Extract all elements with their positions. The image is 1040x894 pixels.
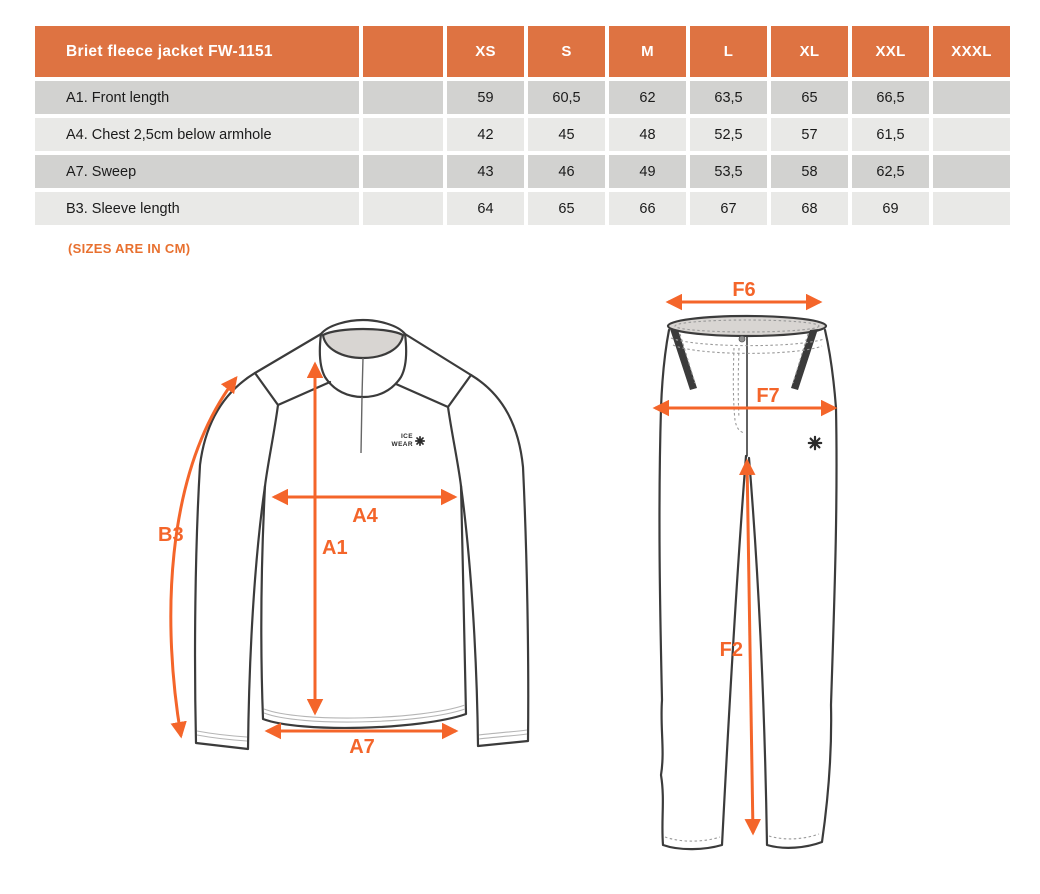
waist-button: [738, 335, 746, 343]
label-f6: F6: [732, 280, 755, 301]
left-raglan-seam: [253, 332, 332, 488]
value-cell: 65: [771, 81, 848, 114]
pants-stitching: [664, 319, 825, 842]
value-cell: 46: [528, 155, 605, 188]
label-a7: A7: [349, 736, 375, 758]
label-f2: F2: [720, 639, 743, 661]
row-label: B3. Sleeve length: [35, 192, 359, 225]
pocket-openings: [670, 329, 818, 390]
value-cell: 48: [609, 118, 686, 151]
flower-icon: [807, 435, 823, 451]
value-cell: 42: [447, 118, 524, 151]
pants-measurement-diagram: F6 F7 F2: [652, 280, 838, 851]
spacer-header-cell: [363, 26, 443, 77]
value-cell: 68: [771, 192, 848, 225]
row-label: A1. Front length: [35, 81, 359, 114]
spacer-cell: [363, 192, 443, 225]
right-raglan-seam: [394, 332, 473, 488]
value-cell: [933, 81, 1010, 114]
spacer-cell: [363, 118, 443, 151]
size-header-l: L: [690, 26, 767, 77]
value-cell: 59: [447, 81, 524, 114]
value-cell: [933, 192, 1010, 225]
size-chart-table: Briet fleece jacket FW-1151 XS S M L XL …: [31, 22, 1014, 229]
value-cell: 65: [528, 192, 605, 225]
row-label: A7. Sweep: [35, 155, 359, 188]
size-header-m: M: [609, 26, 686, 77]
value-cell: 52,5: [690, 118, 767, 151]
size-chart-header-row: Briet fleece jacket FW-1151 XS S M L XL …: [35, 26, 1010, 77]
row-label: A4. Chest 2,5cm below armhole: [35, 118, 359, 151]
value-cell: 60,5: [528, 81, 605, 114]
value-cell: 67: [690, 192, 767, 225]
pants-measurement-arrows: [652, 293, 838, 836]
jacket-measurement-arrows: [169, 361, 459, 740]
collar-outline: [318, 318, 408, 399]
table-row-sweep: A7. Sweep 43 46 49 53,5 58 62,5: [35, 155, 1010, 188]
units-note: (SIZES ARE IN CM): [68, 241, 191, 256]
logo-text-line1: ICE: [401, 433, 413, 440]
right-leg: [747, 328, 838, 849]
size-header-xl: XL: [771, 26, 848, 77]
label-f7: F7: [756, 385, 779, 407]
table-row-chest: A4. Chest 2,5cm below armhole 42 45 48 5…: [35, 118, 1010, 151]
waistband-top: [666, 314, 828, 338]
size-header-xs: XS: [447, 26, 524, 77]
label-a1: A1: [322, 537, 348, 559]
spacer-cell: [363, 81, 443, 114]
right-sleeve: [459, 373, 530, 748]
size-header-xxl: XXL: [852, 26, 929, 77]
icewear-logo: ICE WEAR: [392, 433, 426, 448]
product-title: Briet fleece jacket FW-1151: [35, 26, 359, 77]
value-cell: 62: [609, 81, 686, 114]
logo-text-line2: WEAR: [392, 441, 413, 448]
value-cell: 58: [771, 155, 848, 188]
table-row-front-length: A1. Front length 59 60,5 62 63,5 65 66,5: [35, 81, 1010, 114]
value-cell: 57: [771, 118, 848, 151]
table-row-sleeve-length: B3. Sleeve length 64 65 66 67 68 69: [35, 192, 1010, 225]
label-a4: A4: [352, 505, 378, 527]
collar-inner-fill: [321, 327, 405, 360]
value-cell: 69: [852, 192, 929, 225]
value-cell: 64: [447, 192, 524, 225]
value-cell: 62,5: [852, 155, 929, 188]
left-pocket: [670, 329, 697, 390]
flower-icon: [414, 435, 426, 447]
zipper-line: [360, 357, 364, 454]
size-header-xxxl: XXXL: [933, 26, 1010, 77]
value-cell: 63,5: [690, 81, 767, 114]
value-cell: 43: [447, 155, 524, 188]
spacer-cell: [363, 155, 443, 188]
value-cell: 66: [609, 192, 686, 225]
left-leg: [658, 328, 748, 851]
value-cell: 49: [609, 155, 686, 188]
value-cell: 61,5: [852, 118, 929, 151]
sleeve-arrow: [169, 376, 238, 739]
right-pocket: [791, 329, 818, 390]
size-header-s: S: [528, 26, 605, 77]
jacket-measurement-diagram: ICE WEAR B3 A4 A1 A7: [158, 318, 530, 758]
value-cell: 45: [528, 118, 605, 151]
value-cell: [933, 118, 1010, 151]
value-cell: 53,5: [690, 155, 767, 188]
inseam-arrow: [738, 458, 762, 836]
value-cell: [933, 155, 1010, 188]
value-cell: 66,5: [852, 81, 929, 114]
label-b3: B3: [158, 524, 184, 546]
